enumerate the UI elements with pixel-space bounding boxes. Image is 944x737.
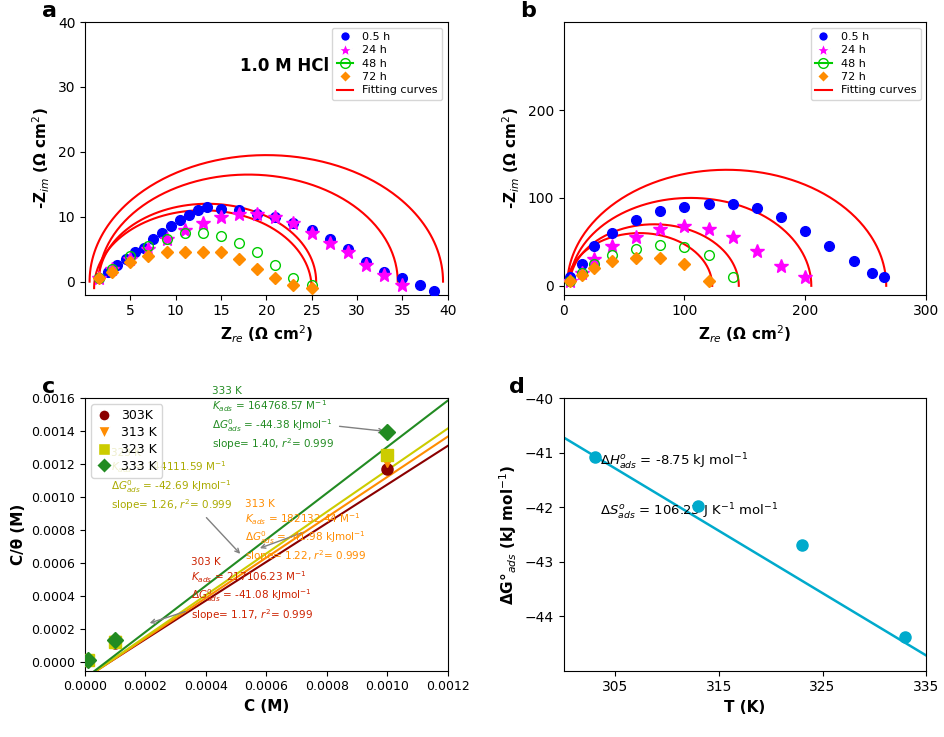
- Text: 1.0 M HCl: 1.0 M HCl: [240, 57, 329, 75]
- Y-axis label: ΔG°$_{ads}$ (kJ mol$^{-1}$): ΔG°$_{ads}$ (kJ mol$^{-1}$): [497, 464, 518, 604]
- Text: c: c: [42, 377, 55, 397]
- X-axis label: T (K): T (K): [723, 700, 765, 715]
- Y-axis label: -Z$_{im}$ (Ω cm$^2$): -Z$_{im}$ (Ω cm$^2$): [500, 108, 521, 209]
- X-axis label: C (M): C (M): [244, 699, 289, 714]
- Text: 303 K
$K_{ads}$ = 217106.23 M$^{-1}$
$\Delta G^0_{ads}$ = -41.08 kJmol$^{-1}$
sl: 303 K $K_{ads}$ = 217106.23 M$^{-1}$ $\D…: [151, 557, 312, 624]
- Legend: 303K, 313 K, 323 K, 333 K: 303K, 313 K, 323 K, 333 K: [92, 405, 161, 478]
- Text: 313 K
$K_{ads}$ = 182132.44 M$^{-1}$
$\Delta G^0_{ads}$ = -41.98 kJmol$^{-1}$
sl: 313 K $K_{ads}$ = 182132.44 M$^{-1}$ $\D…: [244, 499, 366, 564]
- Text: b: b: [519, 1, 535, 21]
- Legend: 0.5 h, 24 h, 48 h, 72 h, Fitting curves: 0.5 h, 24 h, 48 h, 72 h, Fitting curves: [331, 28, 442, 100]
- Text: $\Delta S^o_{ads}$ = 106.23 J K$^{-1}$ mol$^{-1}$: $\Delta S^o_{ads}$ = 106.23 J K$^{-1}$ m…: [599, 501, 777, 522]
- Text: $\Delta H^o_{ads}$ = -8.75 kJ mol$^{-1}$: $\Delta H^o_{ads}$ = -8.75 kJ mol$^{-1}$: [599, 453, 748, 472]
- X-axis label: Z$_{re}$ (Ω cm$^2$): Z$_{re}$ (Ω cm$^2$): [220, 324, 312, 346]
- X-axis label: Z$_{re}$ (Ω cm$^2$): Z$_{re}$ (Ω cm$^2$): [698, 324, 790, 346]
- Text: 333 K
$K_{ads}$ = 164768.57 M$^{-1}$
$\Delta G^0_{ads}$ = -44.38 kJmol$^{-1}$
sl: 333 K $K_{ads}$ = 164768.57 M$^{-1}$ $\D…: [211, 386, 382, 452]
- Y-axis label: -Z$_{im}$ (Ω cm$^2$): -Z$_{im}$ (Ω cm$^2$): [31, 108, 52, 209]
- Y-axis label: C/θ (M): C/θ (M): [10, 504, 25, 565]
- Text: d: d: [509, 377, 525, 397]
- Text: a: a: [42, 1, 57, 21]
- Legend: 0.5 h, 24 h, 48 h, 72 h, Fitting curves: 0.5 h, 24 h, 48 h, 72 h, Fitting curves: [810, 28, 919, 100]
- Text: 323 K
$K_{ads}$ = 144111.59 M$^{-1}$
$\Delta G^0_{ads}$ = -42.69 kJmol$^{-1}$
sl: 323 K $K_{ads}$ = 144111.59 M$^{-1}$ $\D…: [110, 447, 239, 553]
